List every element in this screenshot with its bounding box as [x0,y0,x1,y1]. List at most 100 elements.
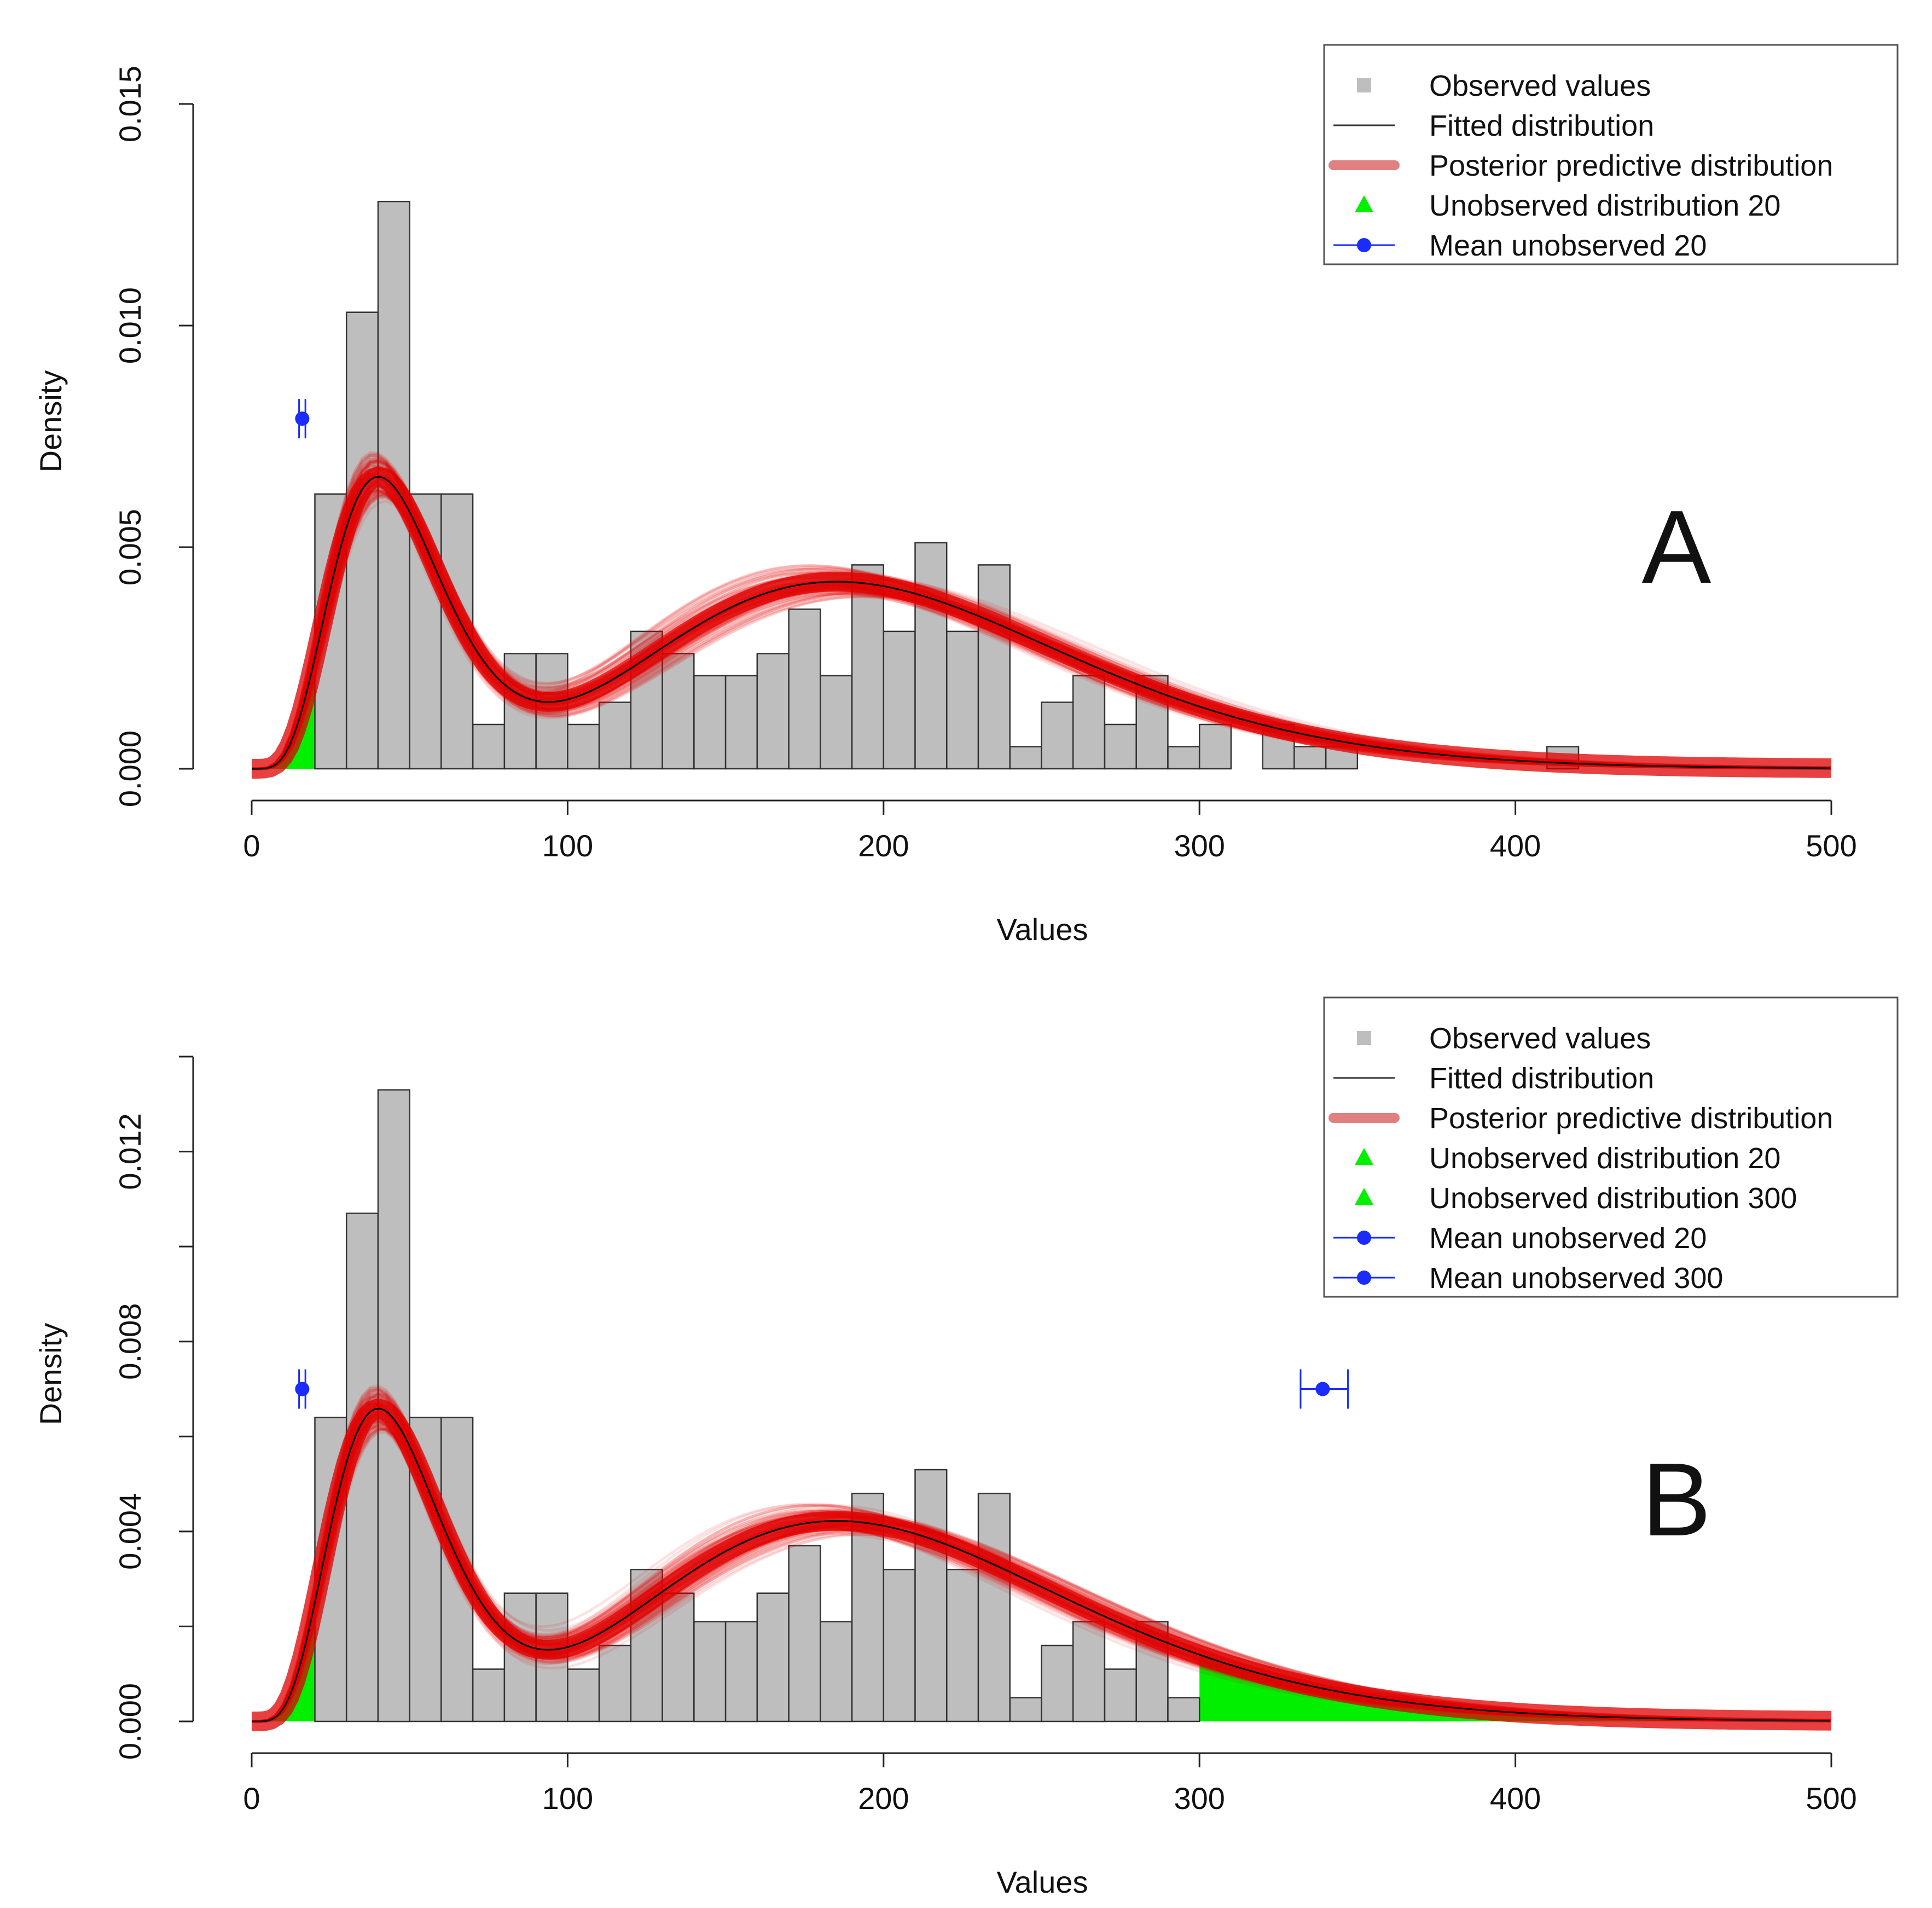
histogram-bar [1167,1697,1200,1723]
y-axis-label: Density [33,1323,68,1425]
mean-unobserved-markers [295,1369,1349,1409]
x-axis: 0 100 200 300 400 500 [243,799,1857,863]
panel-b: 0 100 200 300 400 500 0.000 0.004 0.008 0.012 Va… [0,953,1932,1905]
x-tick-label: 300 [1174,1781,1225,1816]
histogram-bar [1198,723,1232,770]
legend-item-label: Posterior predictive distribution [1429,149,1833,182]
histogram-bar [598,1644,632,1723]
histogram-bar [977,564,1011,770]
y-tick-label: 0.000 [113,1683,147,1760]
histogram-bar [472,1668,506,1723]
legend-triangle-icon [1355,1188,1373,1205]
histogram-bar [1009,1697,1042,1723]
y-tick-label: 0.012 [113,1114,147,1190]
legend-point-icon [1357,1271,1371,1285]
x-axis-label: Values [996,1865,1088,1899]
x-tick-label: 100 [542,828,593,863]
legend-triangle-icon [1355,1148,1373,1165]
legend-item-label: Observed values [1429,1022,1651,1055]
histogram-bar [724,1621,758,1723]
histogram-bar [472,723,506,770]
histogram-bar [662,653,695,770]
histogram-bar [788,608,821,770]
histogram-bar [1104,1668,1137,1723]
histogram-bar [946,1569,979,1723]
histogram-bar [567,1668,600,1723]
histogram-bar [851,564,885,770]
histogram-bar [693,1621,727,1723]
y-axis: 0.000 0.005 0.010 0.015 [113,66,194,807]
histogram-bar [788,1545,821,1723]
mean-unobserved-markers [295,399,310,439]
legend-box [1323,996,1899,1298]
legend-item-label: Unobserved distribution 20 [1429,1142,1780,1175]
histogram-bar [1293,746,1327,770]
histogram-bar [820,1621,853,1723]
x-axis: 0 100 200 300 400 500 [243,1752,1857,1816]
x-tick-label: 0 [243,1781,260,1816]
legend-item-label: Mean unobserved 20 [1429,1222,1707,1255]
histogram-bar [914,542,948,770]
legend-item-label: Fitted distribution [1429,1062,1654,1095]
legend: Observed values Fitted distribution Poster… [1323,44,1899,265]
fitted-curve-group [252,475,1830,770]
x-tick-label: 500 [1806,1781,1856,1816]
histogram-bar [883,630,916,770]
histogram-bar [503,653,537,770]
x-tick-label: 400 [1490,1781,1541,1816]
histogram-bars [314,1089,1200,1723]
y-axis-label: Density [33,370,68,473]
x-tick-label: 200 [858,1781,909,1816]
legend-item-label: Mean unobserved 300 [1429,1262,1723,1295]
panel-label: A [1642,489,1711,605]
legend-square-icon [1357,78,1371,92]
panel-label: B [1642,1442,1711,1558]
x-tick-label: 500 [1806,828,1856,863]
histogram-bar [1041,701,1074,770]
histogram-bar [1072,675,1106,770]
y-tick-label: 0.015 [113,66,147,142]
x-axis-label: Values [996,912,1088,947]
legend-square-icon [1357,1031,1371,1045]
histogram-bar [724,675,758,770]
legend-item-label: Observed values [1429,69,1651,102]
fitted-curve [252,475,1830,770]
x-tick-label: 100 [542,1781,593,1816]
histogram-bar [567,723,600,770]
fitted-curve [252,1407,1830,1723]
mean-unobserved-point [295,411,310,426]
histogram-bar [977,1493,1011,1723]
histogram-bar [883,1569,916,1723]
y-tick-label: 0.005 [113,509,147,585]
x-tick-label: 300 [1174,828,1225,863]
legend-item-label: Unobserved distribution 20 [1429,189,1780,222]
legend-item-label: Unobserved distribution 300 [1429,1182,1797,1215]
x-tick-label: 400 [1490,828,1541,863]
panel-a: 0 100 200 300 400 500 0.000 0.005 0.010 0.015 Va… [0,0,1932,953]
legend-item-label: Fitted distribution [1429,109,1654,142]
legend-box [1323,44,1899,265]
x-tick-label: 0 [243,828,260,863]
mean-unobserved-point [295,1382,310,1396]
histogram-bar [693,675,727,770]
histogram-bar [1104,723,1137,770]
histogram-bar [946,630,979,770]
posterior-band [248,451,1835,779]
fitted-curve-group [252,1407,1830,1723]
histogram-bar [756,653,790,770]
y-tick-label: 0.010 [113,287,147,364]
legend-item-label: Mean unobserved 20 [1429,229,1707,262]
histogram-bar [503,1592,537,1723]
histogram-bar [598,701,632,770]
legend-triangle-icon [1355,195,1373,212]
histogram-bar [756,1592,790,1723]
y-tick-label: 0.000 [113,730,147,807]
legend-point-icon [1357,238,1371,252]
legend-item-label: Posterior predictive distribution [1429,1102,1833,1135]
legend-point-icon [1357,1231,1371,1245]
histogram-bar [914,1469,948,1723]
x-tick-label: 200 [858,828,909,863]
y-axis: 0.000 0.004 0.008 0.012 [113,1056,194,1760]
histogram-bar [1072,1621,1106,1723]
